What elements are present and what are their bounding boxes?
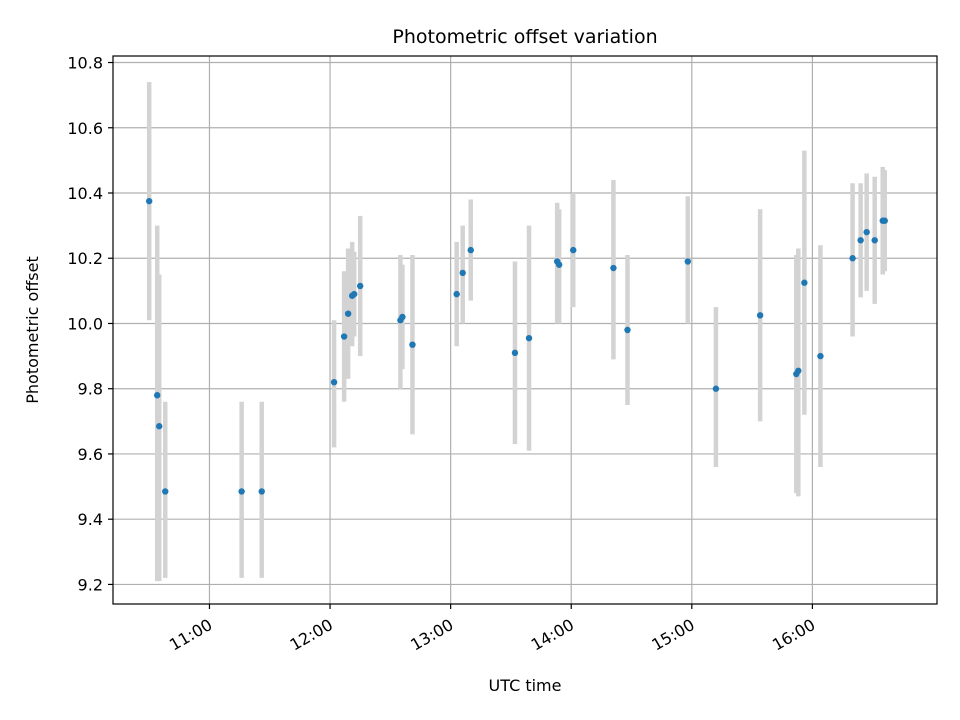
data-point xyxy=(555,261,563,268)
data-point xyxy=(795,367,802,374)
data-point xyxy=(344,310,352,317)
y-tick-label: 9.2 xyxy=(78,575,103,594)
data-point xyxy=(511,349,519,357)
data-point xyxy=(357,282,364,290)
data-point xyxy=(871,237,878,244)
y-tick-label: 9.8 xyxy=(78,380,103,399)
data-point xyxy=(756,312,764,319)
data-point xyxy=(145,197,153,205)
data-point xyxy=(459,269,466,277)
y-tick-label: 10.8 xyxy=(67,54,103,73)
data-point xyxy=(817,352,824,360)
data-points xyxy=(145,197,888,495)
data-point xyxy=(570,246,577,254)
data-point xyxy=(154,392,161,399)
data-point xyxy=(712,385,720,392)
data-point xyxy=(258,488,265,495)
data-point xyxy=(350,290,358,298)
y-tick-label: 10.0 xyxy=(67,314,103,333)
y-tick-label: 9.4 xyxy=(78,510,103,529)
y-axis: 9.2 9.4 9.6 9.8 10.0 10.2 10.4 10.6 10.8 xyxy=(67,54,113,594)
data-point xyxy=(863,228,870,236)
data-point xyxy=(624,326,631,334)
y-tick-label: 10.2 xyxy=(67,249,103,268)
y-tick-label: 10.4 xyxy=(67,184,103,203)
data-point xyxy=(801,279,808,286)
y-tick-label: 9.6 xyxy=(78,445,103,464)
data-point xyxy=(409,341,416,348)
data-point xyxy=(238,488,245,495)
data-point xyxy=(340,333,348,340)
data-point xyxy=(881,217,888,224)
plot-frame xyxy=(112,55,938,605)
data-point xyxy=(467,246,474,254)
data-point xyxy=(156,423,163,430)
data-point xyxy=(857,237,864,244)
x-axis-label: UTC time xyxy=(489,676,562,695)
data-point xyxy=(162,488,169,495)
data-point xyxy=(610,264,617,272)
data-point xyxy=(849,255,856,262)
y-axis-label: Photometric offset xyxy=(23,256,42,404)
data-point xyxy=(525,334,533,342)
grid xyxy=(113,56,937,604)
data-point xyxy=(684,258,691,265)
data-point xyxy=(453,290,460,298)
data-point xyxy=(399,313,406,321)
chart-title: Photometric offset variation xyxy=(392,26,657,48)
data-point xyxy=(330,378,338,386)
y-tick-label: 10.6 xyxy=(67,119,103,138)
